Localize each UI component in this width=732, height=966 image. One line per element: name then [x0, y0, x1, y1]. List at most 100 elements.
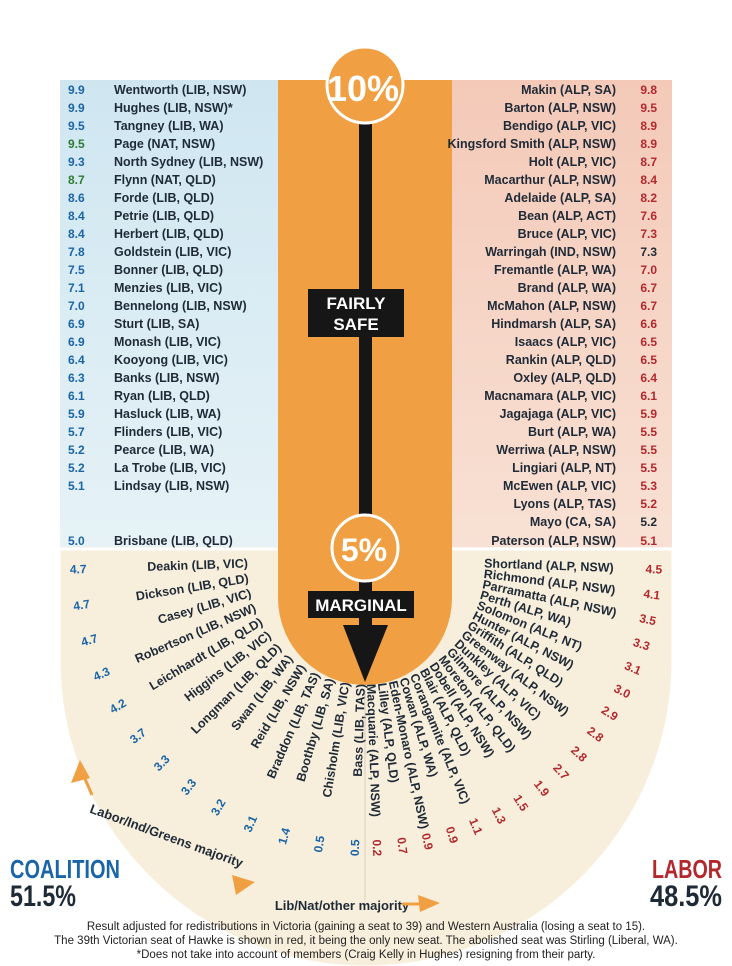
coalition-marginal-margin: 4.7: [79, 631, 99, 649]
coalition-safe-margin: 5.9: [68, 407, 85, 421]
coalition-safe-margin: 8.4: [68, 227, 85, 241]
labor-safe-margin: 8.9: [640, 119, 657, 133]
arrow-up-left-shaft: [80, 771, 94, 796]
coalition-safe-list: 9.9 Wentworth (LIB, NSW) 9.9 Hughes (LIB, N…: [68, 83, 263, 493]
coalition-safe-margin: 7.8: [68, 245, 85, 259]
coalition-safe-margin: 9.5: [68, 137, 85, 151]
labor-safe-margin: 9.8: [640, 83, 657, 97]
labor-safe-margin: 6.1: [640, 389, 657, 403]
fairly-safe-label-1: FAIRLY: [327, 294, 387, 313]
coalition-safe-seat: Petrie (LIB, QLD): [114, 209, 214, 223]
labor-safe-seat: Jagajaga (ALP, VIC): [500, 407, 616, 421]
labor-safe-margin: 5.5: [640, 443, 657, 457]
coalition-safe-margin: 6.9: [68, 335, 85, 349]
labor-safe-seat: Holt (ALP, VIC): [529, 155, 616, 169]
labor-safe-seat: Hindmarsh (ALP, SA): [491, 317, 616, 331]
labor-safe-margin: 8.9: [640, 137, 657, 151]
labor-marginal-margin: 3.5: [638, 611, 658, 628]
labor-boundary-margin: 5.1: [640, 534, 657, 548]
labor-safe-seat: Isaacs (ALP, VIC): [515, 335, 616, 349]
coalition-safe-margin: 9.9: [68, 83, 85, 97]
labor-safe-seat: Werriwa (ALP, NSW): [496, 443, 616, 457]
labor-safe-seat: McMahon (ALP, NSW): [487, 299, 616, 313]
coalition-boundary-margin: 5.0: [68, 534, 85, 548]
labor-safe-seat: Macnamara (ALP, VIC): [484, 389, 616, 403]
coalition-safe-margin: 5.7: [68, 425, 85, 439]
labor-marginal-margin: 4.1: [643, 587, 662, 603]
arc-label-coalition-majority: Lib/Nat/other majority: [275, 898, 410, 913]
fairly-safe-box: [308, 289, 404, 337]
labor-safe-margin: 6.7: [640, 299, 657, 313]
labor-safe-margin: 5.5: [640, 425, 657, 439]
labor-safe-seat: Lingiari (ALP, NT): [512, 461, 616, 475]
ten-percent-label: 10%: [327, 68, 399, 109]
labor-safe-margin: 7.6: [640, 209, 657, 223]
coalition-safe-margin: 8.4: [68, 209, 85, 223]
boundary-seats: 5.0 Brisbane (LIB, QLD) Paterson (ALP, NSW…: [68, 534, 657, 548]
labor-marginal-margin: 1.3: [489, 805, 509, 827]
coalition-safe-seat: Kooyong (LIB, VIC): [114, 353, 228, 367]
marginal-panel-outline: [59, 547, 673, 966]
five-percent-circle: [330, 513, 400, 583]
coalition-marginal-margin: 0.5: [348, 839, 363, 856]
labor-marginal-margin: 0.2: [370, 839, 385, 856]
coalition-safe-margin: 5.1: [68, 479, 85, 493]
coalition-safe-margin: 6.1: [68, 389, 85, 403]
labor-safe-seat: Lyons (ALP, TAS): [513, 497, 616, 511]
coalition-safe-seat: Hughes (LIB, NSW)*: [114, 101, 233, 115]
labor-safe-margin: 5.2: [640, 515, 657, 529]
labor-safe-panel: [452, 80, 672, 547]
labor-safe-seat: Adelaide (ALP, SA): [504, 191, 616, 205]
coalition-marginal-margin: 1.4: [275, 826, 293, 846]
labor-safe-margin: 7.3: [640, 227, 657, 241]
coalition-safe-margin: 8.7: [68, 173, 85, 187]
coalition-safe-seat: Flinders (LIB, VIC): [114, 425, 222, 439]
coalition-marginal-margin: 4.3: [91, 664, 112, 684]
labor-safe-margin: 5.5: [640, 461, 657, 475]
labor-safe-seat: Mayo (CA, SA): [530, 515, 616, 529]
labor-safe-seat: McEwen (ALP, VIC): [503, 479, 616, 493]
labor-safe-seat: Bruce (ALP, VIC): [518, 227, 616, 241]
labor-marginal-margin: 0.7: [394, 837, 410, 856]
coalition-safe-margin: 6.3: [68, 371, 85, 385]
labor-safe-seat: Barton (ALP, NSW): [504, 101, 616, 115]
coalition-name: COALITION: [10, 854, 120, 884]
labor-safe-margin: 6.5: [640, 335, 657, 349]
labor-safe-margin: 6.5: [640, 353, 657, 367]
labor-safe-margin: 7.0: [640, 263, 657, 277]
fairly-safe-label-2: SAFE: [333, 315, 378, 334]
labor-safe-seat: Rankin (ALP, QLD): [506, 353, 616, 367]
labor-safe-margin: 6.7: [640, 281, 657, 295]
coalition-marginal-margin: 0.5: [311, 834, 328, 853]
coalition-safe-seat: Goldstein (LIB, VIC): [114, 245, 231, 259]
labor-safe-margin: 8.7: [640, 155, 657, 169]
coalition-safe-seat: Monash (LIB, VIC): [114, 335, 221, 349]
coalition-safe-margin: 9.5: [68, 119, 85, 133]
arrow-right-left-side-icon: [232, 875, 255, 895]
coalition-safe-seat: Ryan (LIB, QLD): [114, 389, 210, 403]
labor-name: LABOR: [652, 854, 722, 884]
coalition-safe-seat: Forde (LIB, QLD): [114, 191, 214, 205]
coalition-safe-margin: 7.5: [68, 263, 85, 277]
labor-marginal-margin: 1.1: [466, 816, 485, 837]
footnote-2: The 39th Victorian seat of Hawke is show…: [54, 935, 678, 947]
coalition-safe-seat: Herbert (LIB, QLD): [114, 227, 224, 241]
labor-percent: 48.5%: [650, 880, 722, 913]
coalition-marginal-margin: 3.1: [241, 813, 261, 834]
labor-safe-margin: 6.4: [640, 371, 657, 385]
ten-percent-circle: [325, 45, 405, 125]
labor-marginal-margin: 0.9: [419, 832, 436, 852]
labor-safe-seat: Burt (ALP, WA): [528, 425, 616, 439]
labor-safe-seat: Brand (ALP, WA): [518, 281, 616, 295]
coalition-safe-seat: Flynn (NAT, QLD): [114, 173, 216, 187]
coalition-safe-seat: Wentworth (LIB, NSW): [114, 83, 246, 97]
pendulum-stem: [359, 95, 372, 635]
labor-safe-margin: 7.3: [640, 245, 657, 259]
footnote-1: Result adjusted for redistributions in V…: [86, 921, 646, 933]
coalition-marginal-margin: 4.7: [70, 562, 87, 577]
coalition-safe-seat: Tangney (LIB, WA): [114, 119, 224, 133]
labor-marginal-seat: Shortland (ALP, NSW): [484, 556, 614, 575]
labor-safe-seat: Bean (ALP, ACT): [518, 209, 616, 223]
five-percent-label: 5%: [341, 532, 387, 568]
